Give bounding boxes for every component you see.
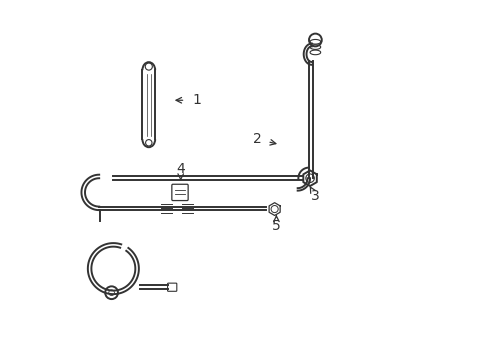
Text: 5: 5 <box>271 219 280 233</box>
Text: 3: 3 <box>310 189 319 203</box>
Text: 1: 1 <box>192 93 201 107</box>
Text: 4: 4 <box>176 162 184 176</box>
Text: 2: 2 <box>252 132 261 146</box>
